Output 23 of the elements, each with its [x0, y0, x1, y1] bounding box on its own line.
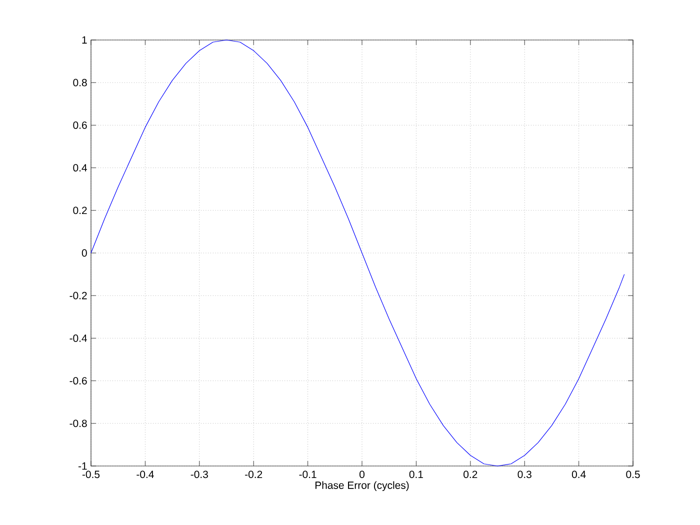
x-tick-label: -0.4	[136, 470, 154, 478]
y-tick-label: -0.6	[70, 377, 87, 385]
x-tick-label: -0.5	[82, 470, 100, 478]
y-tick-label: -1	[78, 462, 87, 470]
x-tick-label: 0.2	[464, 470, 478, 478]
x-tick-label: 0	[360, 470, 365, 478]
y-tick-label: -0.2	[70, 292, 87, 300]
x-axis-title: Phase Error (cycles)	[315, 481, 409, 492]
y-tick-label: 0.2	[73, 206, 87, 214]
x-tick-label: -0.3	[190, 470, 208, 478]
x-tick-label: 0.1	[409, 470, 423, 478]
x-tick-label: 0.5	[626, 470, 640, 478]
x-tick-label: 0.4	[572, 470, 586, 478]
y-tick-label: 0.6	[73, 122, 87, 129]
y-tick-label: 0	[82, 249, 87, 257]
y-tick-label: -0.4	[70, 334, 87, 342]
x-tick-label: 0.3	[518, 470, 532, 478]
y-tick-label: 1	[82, 36, 87, 44]
x-tick-label: -0.2	[245, 470, 262, 478]
y-tick-label: -0.8	[70, 420, 87, 428]
y-tick-label: 0.8	[73, 78, 87, 86]
y-tick-label: 0.4	[73, 164, 87, 172]
x-tick-label: -0.1	[299, 470, 316, 478]
